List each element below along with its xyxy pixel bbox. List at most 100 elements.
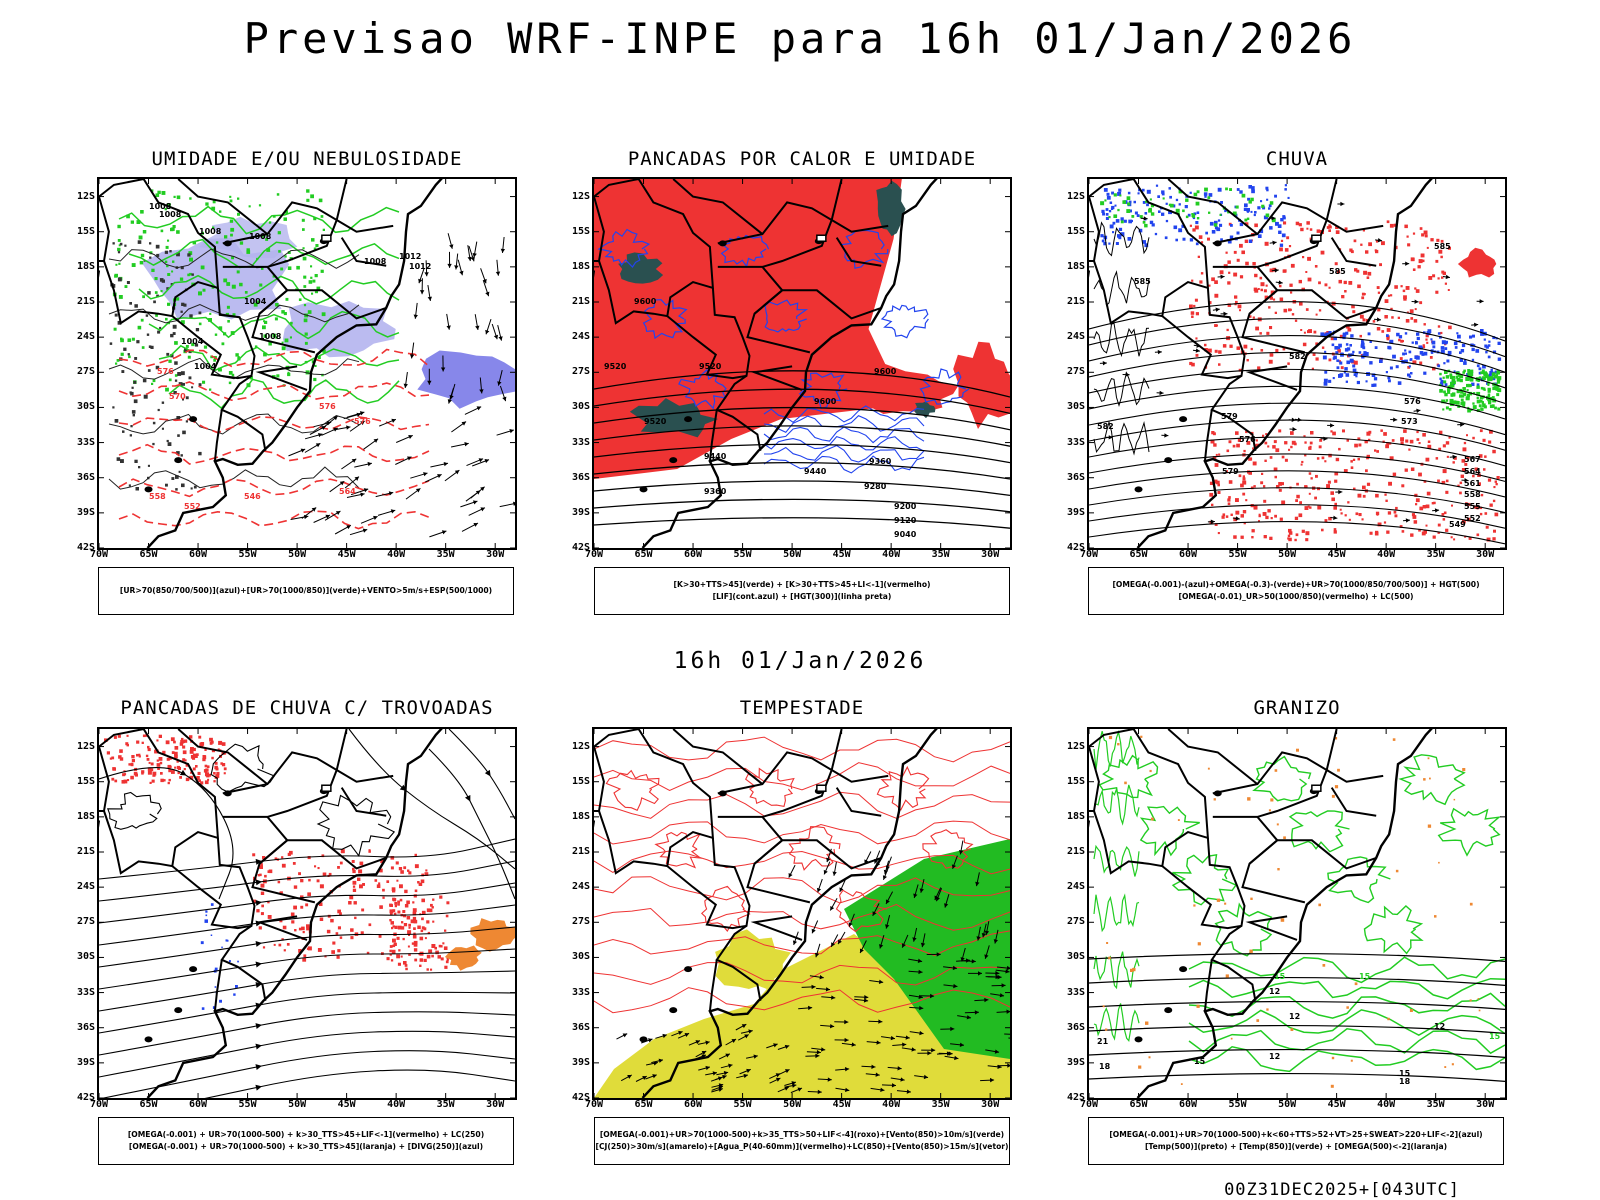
arrow-head <box>1405 518 1410 523</box>
speckle-dot <box>1235 431 1239 435</box>
wind-vector <box>769 1077 781 1084</box>
speckle-dot <box>1244 218 1248 222</box>
speckle-dot <box>1476 533 1480 537</box>
speckle-dot <box>1228 480 1233 484</box>
border-line <box>753 839 882 870</box>
speckle-dot <box>1468 536 1472 540</box>
speckle-dot <box>332 941 336 945</box>
speckle-dot <box>1435 259 1439 263</box>
wind-vector <box>777 1086 790 1093</box>
wind-vector <box>943 983 958 989</box>
flow-arrowhead <box>1330 515 1338 521</box>
speckle-dot <box>181 483 185 488</box>
speckle-dot <box>1441 340 1446 345</box>
wind-arrow <box>350 488 369 496</box>
speckle-dot <box>412 916 417 921</box>
geopotential-line <box>1089 419 1505 451</box>
wind-vector <box>805 1053 820 1059</box>
speckle-dot <box>1298 513 1303 518</box>
speckle-dot <box>1416 438 1420 441</box>
speckle-dot <box>308 878 311 882</box>
arrow-head <box>722 1074 727 1080</box>
speckle-dot <box>1420 253 1425 258</box>
speckle-dot <box>156 759 159 762</box>
speckle-dot <box>1253 213 1256 217</box>
streamline-arrowhead <box>255 858 262 865</box>
speckle-dot <box>1290 431 1294 435</box>
speckle-dot <box>261 267 264 270</box>
speckle-dot <box>1216 480 1220 485</box>
geopotential-line <box>594 425 1010 447</box>
arrow-head <box>919 888 924 893</box>
streamline <box>99 991 515 1034</box>
flow-arrowhead <box>1105 435 1113 440</box>
border-line <box>251 816 316 904</box>
border-line <box>177 179 269 235</box>
arrow-head <box>325 514 330 519</box>
wind-vector <box>980 1077 995 1083</box>
speckle-dot <box>168 778 171 782</box>
speckle-dot <box>1273 467 1278 472</box>
arrow-head <box>995 971 1000 976</box>
speckle-dot <box>318 198 323 203</box>
speckle-dot <box>1445 406 1449 410</box>
speckle-dot <box>1236 231 1240 235</box>
arrow-head <box>333 427 338 432</box>
arrow-shaft <box>499 502 515 508</box>
speckle-dot <box>1492 350 1497 354</box>
speckle-dot <box>155 244 160 249</box>
speckle-dot <box>135 487 139 491</box>
arrow-head <box>454 470 460 475</box>
speckle-dot <box>148 345 152 348</box>
wind-arrow <box>460 500 478 508</box>
rain-red-area <box>1457 247 1497 278</box>
speckle-dot <box>1269 536 1273 540</box>
speckle-dot <box>1344 367 1348 371</box>
flow-arrowhead <box>1432 508 1440 513</box>
speckle-dot <box>420 879 425 884</box>
speckle-dot <box>406 900 410 905</box>
speckle-dot <box>1459 358 1463 362</box>
contour-label: 15 <box>1399 1069 1411 1078</box>
flow-arrowhead <box>1294 417 1302 422</box>
speckle-dot <box>1365 380 1368 383</box>
instability-area <box>840 371 958 414</box>
speckle-dot <box>185 763 189 767</box>
speckle-dot <box>1401 530 1405 533</box>
wind-arrow <box>409 342 415 359</box>
speckle-dot <box>306 198 310 202</box>
arrow-head <box>509 429 514 434</box>
wind-vector <box>816 987 831 992</box>
contour-label: 15 <box>1194 1057 1206 1066</box>
speckle-dot <box>1251 536 1254 539</box>
speckle-dot <box>1218 363 1221 366</box>
lon-label: 45W <box>337 1099 356 1110</box>
speckle-dot <box>1307 277 1312 282</box>
speckle-dot <box>1425 504 1430 509</box>
speckle-dot <box>1485 351 1488 354</box>
speckle-dot <box>351 860 355 863</box>
speckle-dot <box>167 273 171 276</box>
speckle-dot <box>1362 494 1366 498</box>
temp850-contour <box>1098 754 1159 799</box>
arrow-head <box>905 1035 910 1040</box>
speckle-dot <box>283 217 287 221</box>
speckle-dot <box>227 320 230 323</box>
speckle-dot <box>230 233 233 237</box>
speckle-dot <box>1161 190 1165 194</box>
temp500-contour <box>1089 1024 1505 1034</box>
speckle-dot <box>155 365 160 370</box>
streamline-arrowhead <box>255 899 262 906</box>
speckle-dot <box>267 900 270 904</box>
speckle-dot <box>1269 268 1274 273</box>
speckle-dot <box>1469 999 1472 1002</box>
speckle-dot <box>185 345 189 348</box>
wind-arrow <box>379 418 397 427</box>
wind-vector <box>806 1050 821 1055</box>
speckle-dot <box>1478 404 1482 408</box>
speckle-dot <box>1255 443 1259 448</box>
speckle-dot <box>262 946 266 949</box>
speckle-dot <box>1375 511 1380 515</box>
arrow-head <box>953 983 958 989</box>
contour-label: 1004 <box>244 297 267 306</box>
